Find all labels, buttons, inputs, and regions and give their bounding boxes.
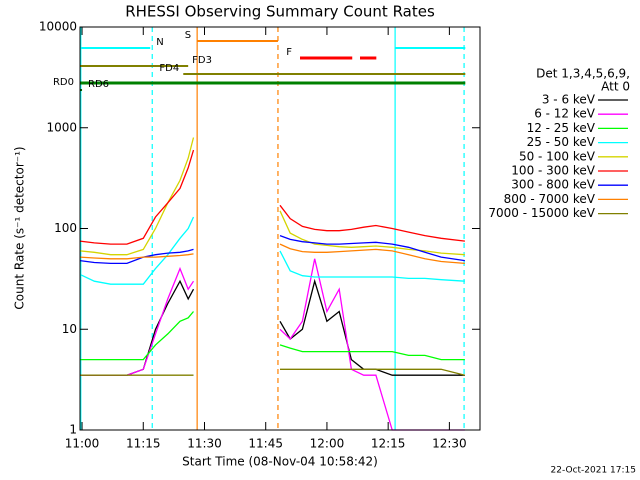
- x-tick-label: 12:15: [371, 437, 406, 451]
- y-tick-label: 1000: [46, 120, 77, 134]
- legend-title: Det 1,3,4,5,6,9,: [536, 67, 630, 81]
- series-line: [79, 243, 465, 265]
- y-axis-label: Count Rate (s⁻¹ detector⁻¹): [13, 146, 27, 309]
- flag-label: N: [156, 37, 163, 48]
- legend-label: 7000 - 15000 keV: [488, 206, 595, 220]
- series-line: [79, 137, 465, 256]
- y-tick-label: 10000: [39, 20, 77, 34]
- legend-label: 25 - 50 keV: [527, 135, 596, 149]
- legend-label: 100 - 300 keV: [511, 164, 595, 178]
- series-line: [80, 278, 465, 376]
- series-line: [79, 234, 465, 265]
- flag-label: FD3: [192, 55, 212, 66]
- x-tick-label: 11:15: [126, 437, 161, 451]
- legend-label: 12 - 25 keV: [527, 121, 596, 135]
- flag-label: RD6: [88, 79, 109, 90]
- x-axis-label: Start Time (08-Nov-04 10:58:42): [182, 455, 378, 469]
- x-tick-label: 11:45: [248, 437, 283, 451]
- flag-label: S: [185, 30, 191, 41]
- flag-label: FD4: [159, 63, 179, 74]
- y-tick-label: 100: [54, 221, 77, 235]
- x-tick-label: 11:30: [187, 437, 222, 451]
- y-tick-label: 10: [62, 322, 77, 336]
- flag-label: RD0: [53, 77, 74, 88]
- legend-label: 50 - 100 keV: [519, 149, 596, 163]
- series-line: [80, 311, 465, 361]
- footer: 22-Oct-2021 17:15: [551, 466, 636, 476]
- series-line: [79, 149, 465, 245]
- y-tick-label: 1: [69, 423, 77, 437]
- series-line: [80, 368, 466, 376]
- legend-label: 300 - 800 keV: [511, 178, 595, 192]
- chart-title: RHESSI Observing Summary Count Rates: [125, 3, 435, 21]
- legend-label: 800 - 7000 keV: [504, 192, 596, 206]
- x-tick-label: 12:30: [432, 437, 467, 451]
- legend-label: 3 - 6 keV: [542, 93, 596, 107]
- legend-title: Att 0: [601, 80, 630, 94]
- series-line: [79, 216, 465, 285]
- flag-label: F: [286, 47, 292, 58]
- x-tick-label: 11:00: [65, 437, 100, 451]
- x-tick-label: 12:00: [310, 437, 345, 451]
- legend-label: 6 - 12 keV: [534, 107, 596, 121]
